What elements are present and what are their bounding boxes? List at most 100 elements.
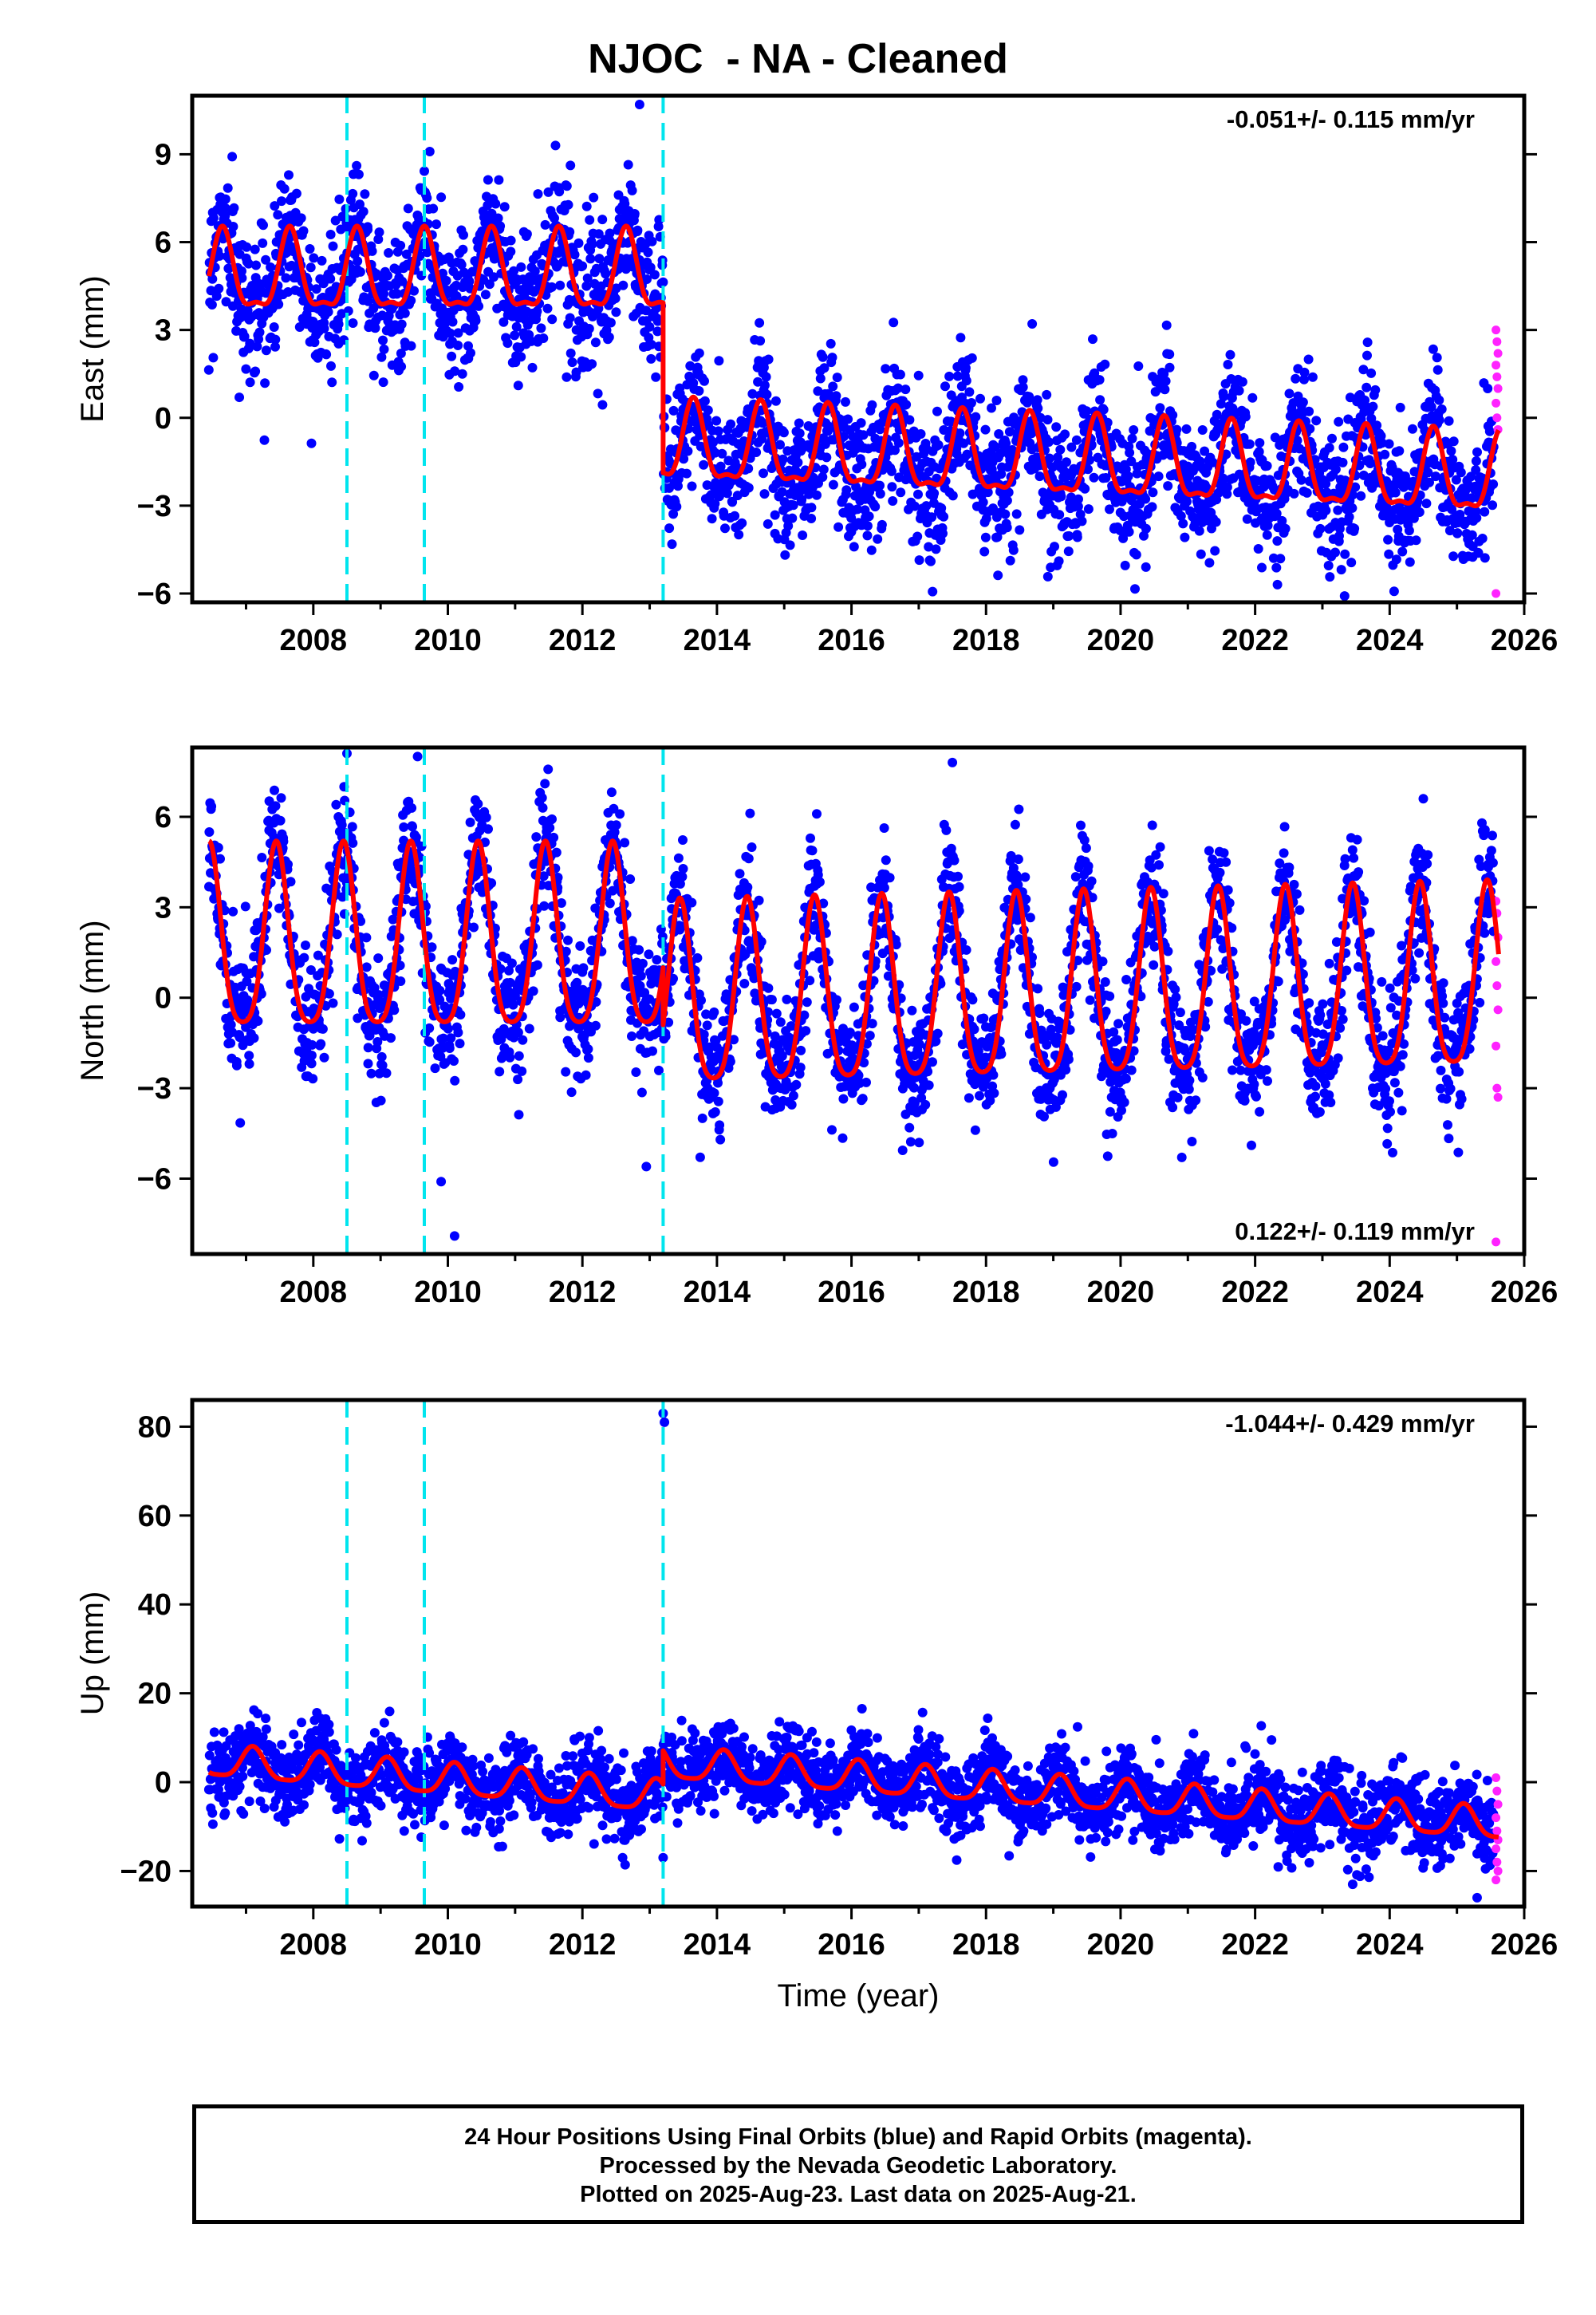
data-point: [438, 268, 447, 278]
data-point: [806, 503, 817, 513]
data-point: [1011, 509, 1022, 519]
data-point: [940, 381, 950, 392]
data-point: [644, 321, 655, 332]
data-point: [1358, 365, 1369, 375]
data-point: [1054, 556, 1064, 566]
data-point: [509, 266, 519, 276]
data-point: [1376, 431, 1386, 441]
data-point: [1002, 495, 1012, 506]
data-point: [455, 1039, 465, 1049]
data-point: [428, 203, 439, 214]
data-point: [308, 1074, 318, 1084]
data-point: [1271, 508, 1282, 519]
data-point: [885, 873, 895, 883]
data-point: [597, 400, 608, 410]
data-point: [1001, 438, 1011, 448]
data-point: [1195, 456, 1205, 467]
data-point: [1451, 475, 1461, 485]
data-point: [1130, 584, 1140, 594]
data-point: [699, 376, 709, 386]
data-point: [1210, 546, 1220, 556]
data-point: [432, 219, 441, 230]
data-point: [904, 415, 915, 425]
data-point: [347, 822, 357, 832]
data-point: [806, 514, 817, 523]
data-point: [726, 419, 736, 429]
data-point: [759, 489, 770, 499]
data-point: [905, 1137, 916, 1147]
data-point: [938, 528, 948, 538]
data-point: [961, 376, 971, 386]
data-point: [1325, 572, 1335, 582]
data-point: [967, 398, 976, 408]
data-point: [1027, 319, 1038, 329]
data-point: [696, 996, 706, 1005]
data-point: [1066, 442, 1077, 452]
data-point: [710, 499, 720, 509]
data-point: [604, 332, 614, 342]
data-point: [284, 170, 294, 180]
data-point: [1124, 526, 1134, 537]
data-point: [652, 955, 662, 965]
data-point: [251, 260, 261, 270]
data-point: [687, 481, 697, 491]
data-point: [1161, 376, 1171, 386]
data-point: [1303, 354, 1314, 365]
data-point: [888, 496, 898, 506]
data-point: [664, 523, 675, 534]
data-point: [409, 286, 419, 296]
data-point: [1042, 571, 1053, 582]
data-point: [1200, 446, 1210, 456]
data-point: [691, 417, 701, 428]
data-point: [715, 1134, 726, 1145]
data-point: [1003, 487, 1014, 498]
data-point: [566, 1087, 577, 1098]
data-point: [1060, 429, 1070, 440]
data-point: [274, 299, 284, 310]
data-point: [1211, 517, 1221, 527]
data-point: [743, 882, 753, 893]
data-point: [1456, 467, 1466, 478]
data-point: [522, 229, 532, 239]
data-point: [637, 958, 648, 968]
rapid-point: [1492, 325, 1501, 335]
data-point: [483, 175, 493, 185]
data-point: [220, 203, 231, 213]
data-point: [1452, 528, 1463, 538]
data-point: [597, 215, 608, 225]
data-point: [841, 396, 850, 407]
data-point: [306, 1051, 317, 1060]
data-point: [1032, 395, 1042, 405]
data-point: [983, 487, 993, 498]
data-point: [896, 487, 906, 498]
data-point: [325, 274, 336, 284]
data-point: [731, 449, 741, 459]
data-point: [605, 317, 616, 328]
data-point: [927, 512, 937, 523]
data-point: [1350, 482, 1361, 492]
data-point: [474, 301, 484, 311]
data-point: [1362, 382, 1372, 392]
data-point: [1141, 494, 1151, 504]
data-point: [1131, 550, 1141, 560]
x-tick-label: 2026: [1491, 624, 1559, 657]
data-point: [540, 219, 550, 230]
outlier-point: [234, 392, 245, 403]
data-point: [587, 239, 597, 250]
data-point: [458, 244, 468, 254]
data-point: [1159, 369, 1169, 379]
data-point: [1223, 360, 1233, 369]
data-point: [279, 183, 290, 194]
data-point: [275, 815, 286, 826]
data-point: [1291, 373, 1301, 384]
data-point: [1242, 514, 1252, 524]
data-point: [259, 435, 270, 445]
data-point: [795, 1063, 806, 1073]
data-point: [301, 941, 310, 950]
data-point: [249, 1033, 259, 1043]
data-point: [1015, 525, 1025, 535]
data-point: [352, 160, 362, 171]
data-point: [1446, 446, 1456, 456]
data-point: [904, 1122, 915, 1133]
data-point: [562, 181, 572, 191]
